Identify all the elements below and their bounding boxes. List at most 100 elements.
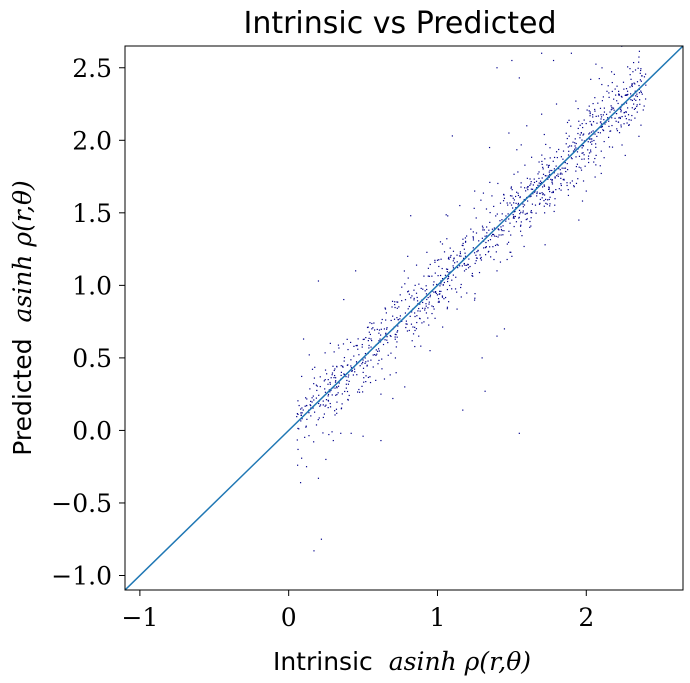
scatter-point <box>418 317 421 319</box>
scatter-point <box>592 121 595 123</box>
scatter-point <box>561 173 563 175</box>
scatter-point <box>481 357 483 359</box>
scatter-point <box>626 122 628 124</box>
scatter-point <box>608 96 610 98</box>
scatter-point <box>380 439 382 442</box>
scatter-point <box>386 328 388 330</box>
scatter-point <box>600 114 602 116</box>
scatter-point <box>459 252 461 255</box>
scatter-point <box>618 90 620 92</box>
scatter-point <box>399 318 401 320</box>
scatter-point <box>532 193 534 195</box>
scatter-point <box>412 333 415 335</box>
scatter-point <box>443 298 445 300</box>
scatter-point <box>381 358 383 360</box>
scatter-point <box>452 267 455 269</box>
scatter-point <box>340 374 342 377</box>
scatter-point <box>500 228 503 231</box>
scatter-point <box>380 328 382 330</box>
scatter-point <box>620 124 622 126</box>
scatter-point <box>300 420 302 422</box>
scatter-point <box>551 169 553 172</box>
scatter-point <box>414 345 416 348</box>
scatter-point <box>590 131 593 133</box>
scatter-point <box>582 145 585 147</box>
scatter-point <box>351 369 353 372</box>
scatter-point <box>631 83 633 85</box>
scatter-point <box>608 125 610 128</box>
scatter-point <box>512 217 514 219</box>
scatter-point <box>475 257 478 259</box>
scatter-point <box>337 385 340 387</box>
scatter-point <box>509 202 511 204</box>
scatter-point <box>588 138 591 140</box>
scatter-point <box>296 416 298 418</box>
scatter-point <box>489 181 491 184</box>
scatter-point <box>456 261 458 263</box>
scatter-point <box>357 338 359 340</box>
scatter-point <box>394 336 396 338</box>
scatter-point <box>365 380 367 383</box>
scatter-point <box>541 160 543 163</box>
scatter-point <box>611 106 613 109</box>
scatter-point <box>563 178 565 180</box>
scatter-point <box>526 218 528 220</box>
scatter-point <box>585 122 587 125</box>
scatter-point <box>334 414 336 416</box>
scatter-point <box>518 209 521 211</box>
scatter-point <box>394 333 396 335</box>
scatter-point <box>610 71 613 73</box>
scatter-point <box>475 217 477 219</box>
scatter-point <box>346 379 348 382</box>
scatter-point <box>636 111 638 113</box>
scatter-point <box>441 295 443 297</box>
scatter-point <box>613 98 615 100</box>
scatter-point <box>340 371 343 373</box>
scatter-point <box>380 334 382 336</box>
scatter-point <box>322 400 324 402</box>
scatter-point <box>636 95 638 98</box>
scatter-point <box>625 94 627 96</box>
scatter-point <box>581 152 583 154</box>
scatter-point <box>470 228 472 230</box>
scatter-point <box>300 408 302 410</box>
scatter-point <box>464 252 466 254</box>
scatter-point <box>579 124 581 126</box>
scatter-point <box>518 217 520 219</box>
scatter-point <box>623 111 626 114</box>
scatter-point <box>382 343 385 346</box>
chart-title: Intrinsic vs Predicted <box>243 6 556 41</box>
scatter-point <box>637 67 639 69</box>
scatter-point <box>594 110 596 112</box>
scatter-point <box>407 255 409 257</box>
scatter-point <box>370 359 372 361</box>
scatter-point <box>557 175 559 177</box>
scatter-point <box>316 389 318 392</box>
scatter-point <box>498 229 500 231</box>
scatter-point <box>353 368 356 370</box>
scatter-point <box>305 425 307 427</box>
scatter-point <box>632 71 634 73</box>
scatter-point <box>425 303 427 305</box>
scatter-point <box>551 191 553 194</box>
scatter-point <box>460 286 462 289</box>
scatter-point <box>571 158 573 160</box>
scatter-point <box>530 183 532 185</box>
scatter-point <box>333 351 335 353</box>
scatter-point <box>333 369 335 372</box>
scatter-point <box>548 164 550 166</box>
scatter-point <box>555 165 557 167</box>
scatter-point <box>599 107 602 109</box>
scatter-point <box>448 272 450 274</box>
scatter-point <box>331 372 334 374</box>
scatter-point <box>556 174 558 177</box>
scatter-point <box>335 380 337 382</box>
scatter-point <box>369 376 371 378</box>
scatter-point <box>582 152 584 154</box>
y-axis-ticks: −1.0 −0.5 0.0 0.5 1.0 1.5 2.0 2.5 <box>51 54 125 590</box>
scatter-point <box>611 146 614 148</box>
scatter-point <box>614 88 616 90</box>
scatter-point <box>551 180 553 182</box>
scatter-point <box>535 180 538 182</box>
scatter-point <box>525 218 527 221</box>
